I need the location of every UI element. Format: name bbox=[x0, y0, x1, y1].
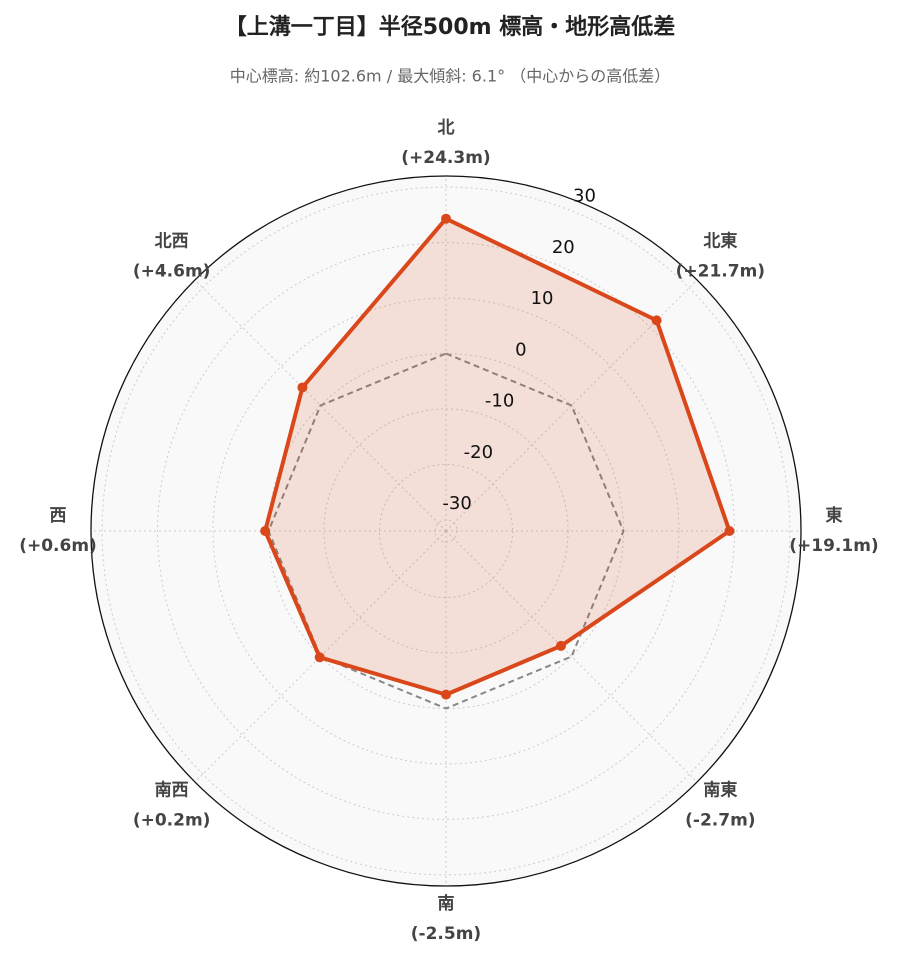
grid-spoke bbox=[445, 530, 698, 783]
grid-spoke bbox=[194, 530, 447, 783]
value-label: (+4.6m) bbox=[133, 262, 211, 282]
r-tick-label: 10 bbox=[531, 288, 554, 309]
r-tick-label: -20 bbox=[464, 442, 493, 463]
r-tick-label: -30 bbox=[442, 493, 471, 514]
r-tick-label: 0 bbox=[515, 339, 526, 360]
value-label: (+21.7m) bbox=[676, 262, 765, 282]
r-tick-label: 30 bbox=[573, 186, 596, 207]
chart-title: 【上溝一丁目】半径500m 標高・地形高低差 bbox=[225, 14, 676, 40]
data-point bbox=[314, 652, 325, 663]
data-point bbox=[441, 213, 451, 224]
category-label: 西 bbox=[50, 506, 67, 526]
value-label: (+19.1m) bbox=[789, 536, 878, 556]
value-label: (-2.5m) bbox=[411, 924, 481, 944]
category-label: 北 bbox=[438, 118, 455, 138]
grid-circle bbox=[323, 408, 569, 654]
category-label: 南 bbox=[438, 893, 455, 914]
r-tick-label: -10 bbox=[485, 391, 514, 412]
category-label: 南西 bbox=[155, 779, 189, 800]
data-point bbox=[297, 382, 308, 393]
value-label: (+0.2m) bbox=[133, 810, 211, 830]
category-label: 南東 bbox=[703, 779, 737, 800]
plot-border bbox=[90, 175, 802, 887]
data-point bbox=[555, 640, 566, 651]
category-label: 北西 bbox=[155, 232, 189, 252]
reference-line bbox=[267, 352, 625, 710]
chart-subtitle: 中心標高: 約102.6m / 最大傾斜: 6.1° （中心からの高低差） bbox=[230, 67, 670, 86]
data-point bbox=[260, 526, 271, 536]
value-label: (+0.6m) bbox=[19, 536, 97, 556]
category-label: 東 bbox=[826, 505, 843, 526]
data-point bbox=[724, 526, 735, 536]
grid-circle bbox=[101, 186, 791, 876]
data-point bbox=[441, 689, 451, 700]
grid-spoke bbox=[194, 279, 447, 532]
category-label: 北東 bbox=[703, 231, 737, 252]
grid-circle bbox=[212, 297, 680, 765]
value-label: (+24.3m) bbox=[401, 148, 490, 168]
value-label: (-2.7m) bbox=[685, 810, 755, 830]
data-point bbox=[651, 315, 662, 326]
r-tick-label: 20 bbox=[552, 237, 575, 258]
